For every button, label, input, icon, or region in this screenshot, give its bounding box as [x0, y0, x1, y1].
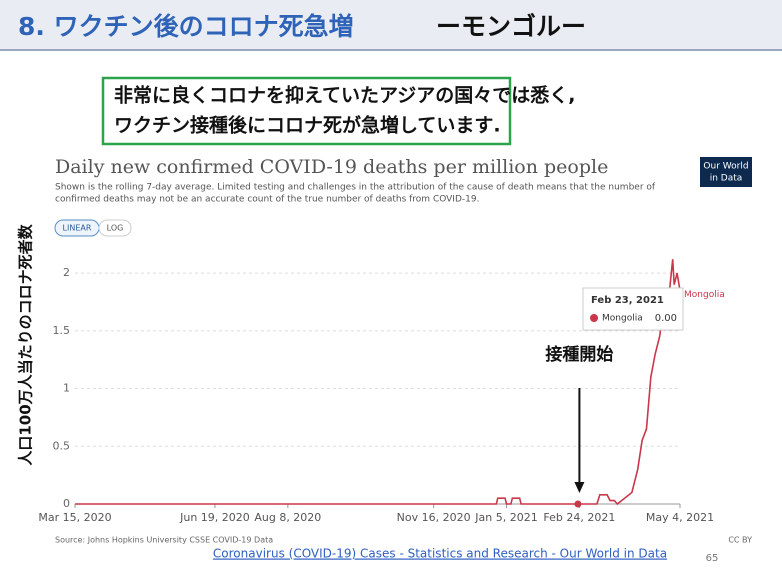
- page-number: 65: [706, 553, 719, 564]
- y-tick-label: 1: [63, 382, 70, 395]
- title-bar: [0, 0, 782, 50]
- scale-button[interactable]: [98, 219, 132, 237]
- x-tick-label: Nov 16, 2020: [397, 511, 471, 524]
- slide-title: 8. ワクチン後のコロナ死急増: [18, 12, 354, 41]
- x-tick-label: May 4, 2021: [646, 511, 714, 524]
- logo-text: Our World: [703, 162, 748, 172]
- y-tick-label: 1.5: [53, 324, 71, 337]
- annotation-arrowhead: [574, 482, 585, 493]
- y-tick-label: 2: [63, 266, 70, 279]
- chart-subtitle: confirmed deaths may not be an accurate …: [55, 195, 479, 205]
- x-tick-label: Jun 19, 2020: [179, 511, 250, 524]
- x-tick-label: Jan 5, 2021: [474, 511, 537, 524]
- tooltip: [582, 287, 684, 331]
- source-link[interactable]: Coronavirus (COVID-19) Cases - Statistic…: [213, 547, 667, 561]
- tooltip-marker: [574, 500, 582, 508]
- chart-subtitle: Shown is the rolling 7-day average. Limi…: [55, 183, 656, 193]
- scale-button-label[interactable]: LINEAR: [63, 224, 92, 233]
- plot: 0 0.5 1 1.5 2 Mar 15, 2020 Jun 19, 2020 Aug 8, …: [38, 259, 725, 524]
- x-tick-label: Mar 15, 2020: [38, 511, 111, 524]
- x-tick-label: Feb 24, 2021: [543, 511, 615, 524]
- logo-text: in Data: [710, 174, 743, 184]
- source: Source: Johns Hopkins University CSSE CO…: [55, 536, 273, 545]
- callout-box: [101, 76, 512, 146]
- tooltip-date: Feb 23, 2021: [591, 295, 664, 306]
- y-tick-label: 0: [63, 497, 70, 510]
- tooltip-swatch: [590, 314, 598, 322]
- logo: [700, 157, 752, 187]
- chart-title: Daily new confirmed COVID-19 deaths per …: [55, 156, 608, 178]
- tooltip-value: 0.00: [655, 313, 677, 324]
- annotation: 接種開始: [545, 344, 613, 365]
- scale-button-label[interactable]: LOG: [107, 224, 124, 233]
- callout-line: ワクチン接種後にコロナ死が急増しています.: [114, 114, 501, 137]
- slide-title-suffix: ーモンゴルー: [436, 12, 586, 41]
- series-label: Mongolia: [684, 290, 725, 300]
- license: CC BY: [728, 536, 752, 545]
- callout-line: 非常に良くコロナを抑えていたアジアの国々では悉く,: [114, 84, 576, 107]
- x-tick-label: Aug 8, 2020: [254, 511, 321, 524]
- y-tick-label: 0.5: [53, 439, 71, 452]
- y-axis-label: 人口100万人当たりのコロナ死者数: [17, 223, 35, 465]
- tooltip-series: Mongolia: [602, 314, 643, 324]
